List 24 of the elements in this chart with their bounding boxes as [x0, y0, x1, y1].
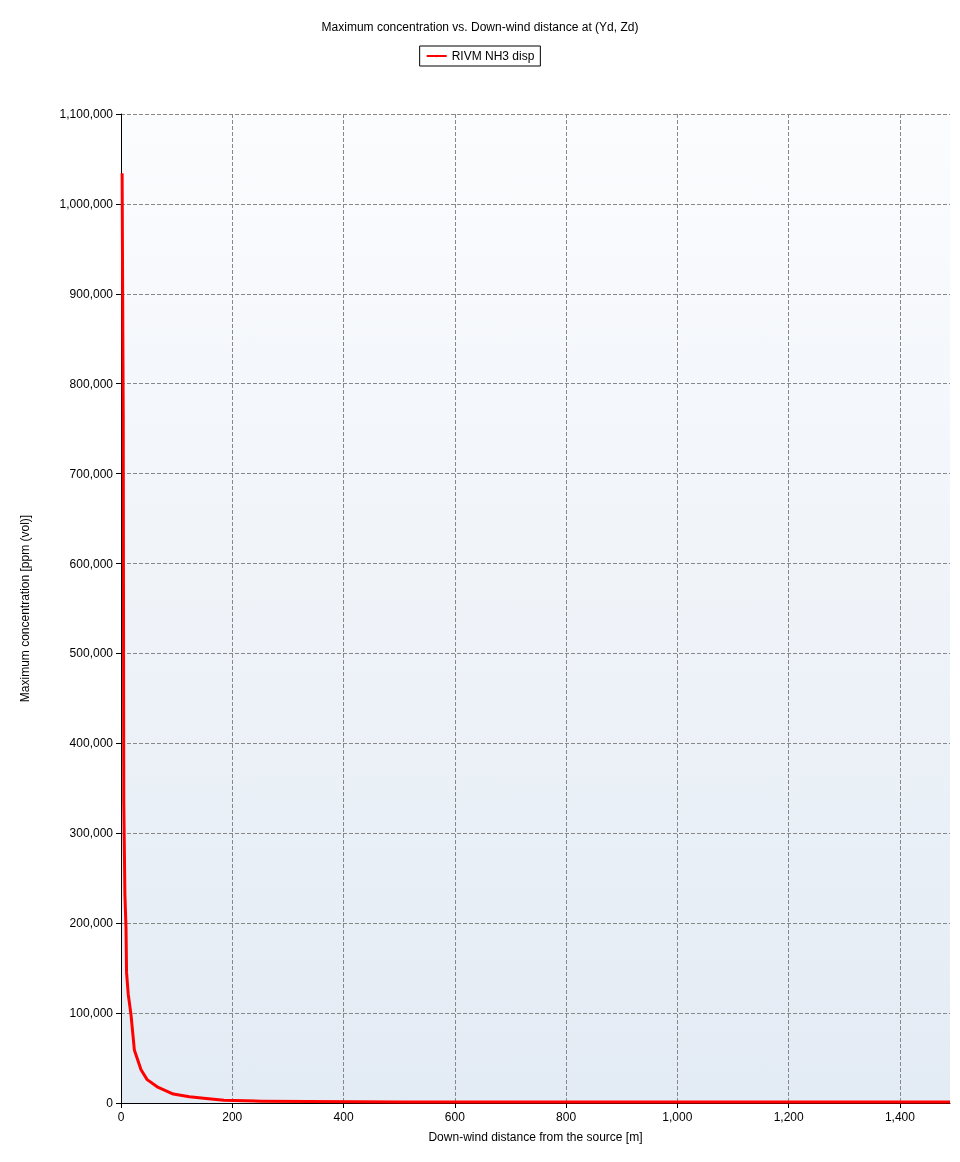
y-tick-label: 1,100,000 — [59, 107, 114, 121]
y-tick-label: 800,000 — [69, 376, 114, 391]
y-tick-label: 500,000 — [69, 646, 114, 661]
y-tick-label: 100,000 — [69, 1006, 114, 1021]
x-tick-label: 1,000 — [662, 1110, 693, 1124]
x-tick-label: 0 — [117, 1110, 125, 1124]
y-tick-label: 300,000 — [69, 826, 114, 841]
x-tick-label: 200 — [222, 1110, 243, 1124]
y-tick-label: 900,000 — [69, 286, 114, 301]
x-axis-title: Down-wind distance from the source [m] — [428, 1130, 643, 1144]
y-tick-label: 1,000,000 — [59, 196, 114, 211]
x-tick-label: 1,200 — [773, 1110, 804, 1124]
chart-title: Maximum concentration vs. Down-wind distance at (Yd, Zd) — [321, 20, 639, 34]
x-tick-label: 1,400 — [884, 1110, 916, 1124]
x-tick-label: 400 — [333, 1110, 354, 1124]
y-axis-title: Maximum concentration [ppm (vol)] — [18, 514, 32, 703]
y-tick-label: 700,000 — [69, 466, 114, 481]
y-tick-label: 200,000 — [69, 916, 114, 931]
y-tick-label: 0 — [106, 1096, 114, 1110]
x-tick-label: 800 — [556, 1110, 577, 1124]
x-tick-label: 600 — [444, 1110, 466, 1124]
legend-label: RIVM NH3 disp — [451, 49, 535, 63]
y-tick-label: 600,000 — [69, 556, 114, 571]
y-tick-label: 400,000 — [69, 736, 114, 751]
